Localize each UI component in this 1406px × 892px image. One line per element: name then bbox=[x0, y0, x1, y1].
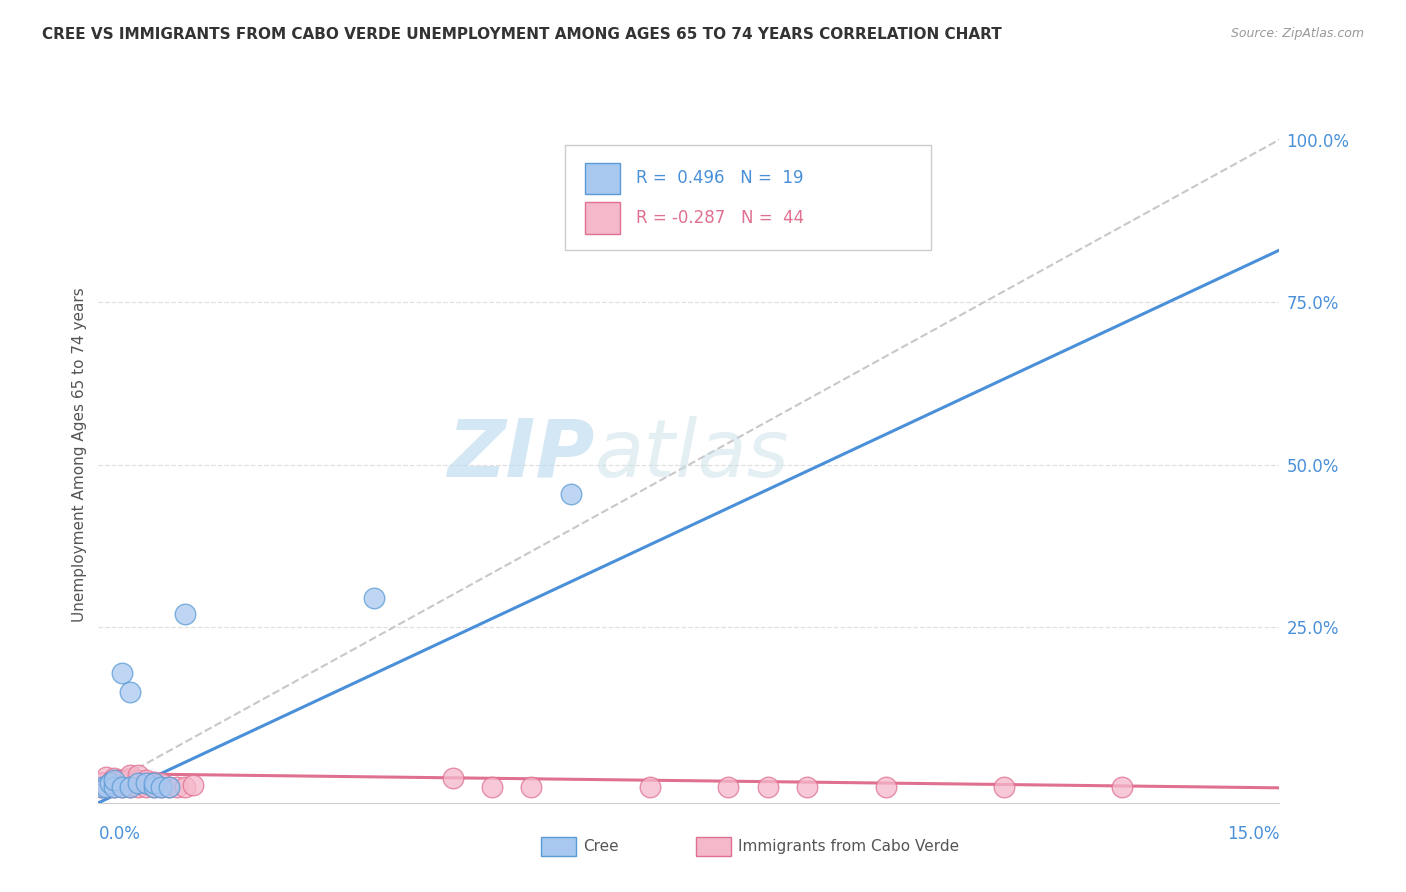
Point bbox=[98, 776, 121, 790]
Point bbox=[993, 780, 1015, 794]
Point bbox=[520, 780, 543, 794]
Point bbox=[103, 780, 125, 794]
Point bbox=[96, 780, 118, 794]
Point bbox=[150, 776, 173, 790]
Point bbox=[96, 770, 118, 784]
Text: 15.0%: 15.0% bbox=[1227, 825, 1279, 843]
Point bbox=[150, 780, 173, 794]
Point bbox=[157, 780, 180, 794]
Point bbox=[174, 780, 197, 794]
Point bbox=[96, 780, 118, 794]
Point bbox=[118, 768, 141, 782]
Point bbox=[111, 780, 134, 794]
Point bbox=[756, 780, 779, 794]
Point bbox=[481, 780, 503, 794]
Point bbox=[103, 776, 125, 790]
Point bbox=[135, 776, 157, 790]
Point bbox=[142, 780, 165, 794]
Text: Immigrants from Cabo Verde: Immigrants from Cabo Verde bbox=[738, 839, 959, 854]
Point bbox=[142, 775, 165, 789]
Point bbox=[1111, 780, 1133, 794]
Point bbox=[166, 780, 188, 794]
Point bbox=[127, 776, 149, 790]
Point bbox=[103, 772, 125, 787]
Point bbox=[363, 591, 385, 605]
Point bbox=[181, 778, 204, 792]
Point bbox=[135, 776, 157, 790]
Text: R =  0.496   N =  19: R = 0.496 N = 19 bbox=[636, 169, 803, 187]
Point bbox=[157, 780, 180, 794]
Y-axis label: Unemployment Among Ages 65 to 74 years: Unemployment Among Ages 65 to 74 years bbox=[72, 287, 87, 623]
Point bbox=[103, 780, 125, 794]
Point bbox=[118, 771, 141, 785]
Point bbox=[91, 780, 114, 794]
Point bbox=[98, 776, 121, 790]
Point bbox=[127, 772, 149, 787]
Point bbox=[756, 175, 779, 189]
Point bbox=[638, 780, 661, 794]
Point bbox=[90, 780, 112, 794]
Point bbox=[796, 780, 818, 794]
Point bbox=[717, 780, 740, 794]
Point bbox=[135, 780, 157, 794]
FancyBboxPatch shape bbox=[565, 145, 931, 250]
Point bbox=[174, 607, 197, 622]
Point bbox=[142, 780, 165, 794]
Point bbox=[118, 778, 141, 792]
Point bbox=[118, 780, 141, 794]
Point bbox=[441, 771, 464, 785]
Bar bbox=[585, 162, 620, 194]
Point bbox=[111, 665, 134, 680]
Point bbox=[103, 775, 125, 789]
Text: 0.0%: 0.0% bbox=[98, 825, 141, 843]
Point bbox=[111, 776, 134, 790]
Point bbox=[560, 487, 582, 501]
Text: R = -0.287   N =  44: R = -0.287 N = 44 bbox=[636, 210, 804, 227]
Point bbox=[150, 780, 173, 794]
Point bbox=[127, 780, 149, 794]
Point bbox=[91, 776, 114, 790]
Point bbox=[127, 776, 149, 790]
Point bbox=[111, 780, 134, 794]
Point bbox=[118, 772, 141, 787]
Text: Cree: Cree bbox=[583, 839, 619, 854]
Point bbox=[111, 772, 134, 787]
Point bbox=[127, 768, 149, 782]
Point bbox=[118, 775, 141, 789]
Point bbox=[135, 772, 157, 787]
Text: ZIP: ZIP bbox=[447, 416, 595, 494]
Point bbox=[118, 780, 141, 794]
Point bbox=[118, 685, 141, 699]
Text: CREE VS IMMIGRANTS FROM CABO VERDE UNEMPLOYMENT AMONG AGES 65 TO 74 YEARS CORREL: CREE VS IMMIGRANTS FROM CABO VERDE UNEMP… bbox=[42, 27, 1002, 42]
Text: atlas: atlas bbox=[595, 416, 789, 494]
Point bbox=[875, 780, 897, 794]
Point bbox=[142, 776, 165, 790]
Point bbox=[107, 772, 129, 787]
Bar bbox=[585, 202, 620, 234]
Point bbox=[103, 771, 125, 785]
Text: Source: ZipAtlas.com: Source: ZipAtlas.com bbox=[1230, 27, 1364, 40]
